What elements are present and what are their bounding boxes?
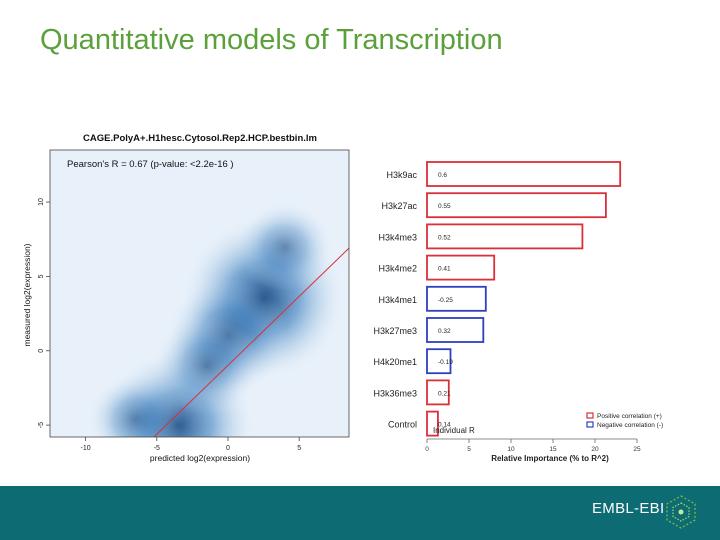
scatter-y-tick-label: 0 <box>38 349 45 353</box>
bar-category-label: H3k27me3 <box>373 326 417 336</box>
embl-ebi-logo-icon <box>666 495 696 529</box>
importance-bar <box>426 348 452 375</box>
scatter-x-tick-label: -5 <box>154 445 160 452</box>
importance-bar <box>426 254 496 281</box>
correlation-legend: Positive correlation (+) Negative correl… <box>586 412 663 429</box>
bar-x-tick-label: 0 <box>425 446 429 453</box>
bar-x-tick-label: 20 <box>591 446 599 453</box>
scatter-x-label: predicted log2(expression) <box>150 453 250 463</box>
scatter-plot-frame <box>49 149 350 438</box>
regression-line <box>153 247 349 437</box>
importance-bar <box>426 285 487 312</box>
importance-bar <box>426 410 439 437</box>
scatter-x-tick-label: 0 <box>226 445 230 452</box>
importance-bar <box>426 192 607 219</box>
bar-x-tick-label: 10 <box>507 446 515 453</box>
importance-bar <box>426 161 622 187</box>
bar-x-tick-label: 25 <box>633 446 641 453</box>
bar-value-label: 0.21 <box>438 390 451 397</box>
bar-value-label: 0.41 <box>438 266 451 273</box>
embl-ebi-brand: EMBL-EBI <box>592 500 665 517</box>
bar-category-label: H3k4me1 <box>378 295 417 305</box>
bar-x-tick-label: 5 <box>467 446 471 453</box>
scatter-y-axis: -5 0 5 10 <box>38 198 50 428</box>
bar-category-label: H3k27ac <box>381 201 417 211</box>
importance-bars: H3k9ac 0.6 H3k27ac 0.55 H3k4me3 0.52 H3k4me2 0.… <box>373 161 622 437</box>
bar-category-label: H3k9ac <box>386 170 417 180</box>
density-cluster <box>154 315 260 416</box>
scatter-x-axis: -10 -5 0 5 <box>81 437 301 452</box>
density-scatter-plot: -10 -5 0 5 -5 0 5 10 CAGE.PolyA+.H1hesc.Cytoso… <box>22 133 350 463</box>
scatter-y-tick-label: 10 <box>38 198 45 206</box>
positive-legend-swatch <box>586 412 594 419</box>
bar-value-label: 0.14 <box>438 422 451 429</box>
scatter-y-label: measured log2(expression) <box>22 243 32 346</box>
scatter-y-tick-label: 5 <box>38 274 45 278</box>
pearson-annotation: Pearson's R = 0.67 (p-value: <2.2e-16 ) <box>67 159 234 170</box>
negative-legend-label: Negative correlation (-) <box>597 422 663 429</box>
density-cluster <box>237 202 333 291</box>
bar-x-tick-label: 15 <box>549 446 557 453</box>
scatter-x-tick-label: 5 <box>297 445 301 452</box>
density-cluster <box>87 374 183 437</box>
bar-value-label: -0.19 <box>438 359 453 366</box>
negative-legend-swatch <box>586 421 594 428</box>
bar-category-label: H3k4me3 <box>378 232 417 242</box>
bar-value-label: 0.6 <box>438 172 447 179</box>
bar-category-label: H3k4me2 <box>378 264 417 274</box>
scatter-title: CAGE.PolyA+.H1hesc.Cytosol.Rep2.HCP.best… <box>83 133 317 144</box>
positive-legend-label: Positive correlation (+) <box>597 413 662 420</box>
bar-category-label: Control <box>388 420 417 430</box>
bar-value-label: -0.25 <box>438 297 453 304</box>
bar-value-label: 0.55 <box>438 203 451 210</box>
density-clusters <box>87 202 344 437</box>
importance-bar <box>426 379 450 406</box>
bar-value-label: 0.32 <box>438 328 451 335</box>
importance-bar <box>426 317 485 343</box>
importance-bar-chart: H3k9ac 0.6 H3k27ac 0.55 H3k4me3 0.52 H3k4me2 0.… <box>373 161 663 463</box>
individual-r-label: Individual R <box>433 426 475 435</box>
bar-x-label: Relative Importance (% to R^2) <box>491 454 609 463</box>
slide-title: Quantitative models of Transcription <box>40 24 503 56</box>
bar-category-label: H3k36me3 <box>373 388 417 398</box>
scatter-x-tick-label: -10 <box>81 445 91 452</box>
bar-category-label: H4k20me1 <box>373 357 417 367</box>
bar-value-label: 0.52 <box>438 234 451 241</box>
scatter-y-tick-label: -5 <box>38 422 45 428</box>
figure-canvas: -10 -5 0 5 -5 0 5 10 CAGE.PolyA+.H1hesc.Cytoso… <box>22 133 663 463</box>
bar-x-ticks: 0 5 10 15 20 25 <box>425 439 641 453</box>
importance-bar <box>426 223 584 250</box>
footer-bar: EMBL-EBI <box>0 486 720 540</box>
